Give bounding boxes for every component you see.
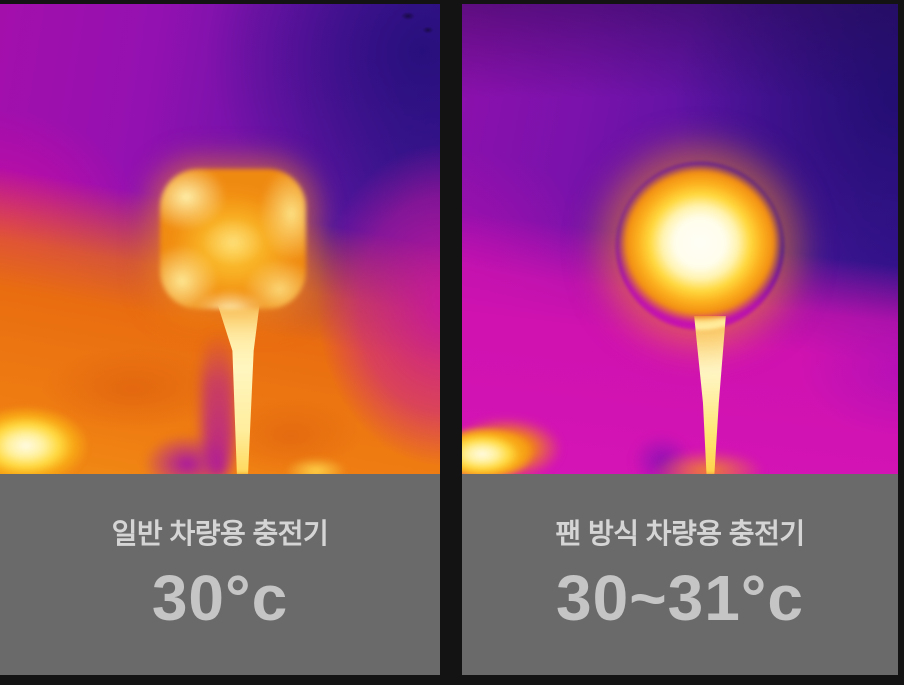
temperature-reading: 30°c xyxy=(151,562,289,635)
thermal-image-standard-charger xyxy=(0,4,440,474)
hot-spot-stand-base xyxy=(285,457,347,474)
caption-fan-charger: 팬 방식 차량용 충전기 30~31°c xyxy=(462,474,898,675)
cool-patch-bottom xyxy=(143,434,231,474)
panel-standard-charger: 일반 차량용 충전기 30°c xyxy=(0,0,440,685)
charger-type-label: 팬 방식 차량용 충전기 xyxy=(555,518,805,549)
thermal-image-fan-charger xyxy=(462,4,898,474)
charger-type-label: 일반 차량용 충전기 xyxy=(111,518,329,549)
charger-heat-blob xyxy=(160,169,306,309)
charger-heat-blob xyxy=(616,162,784,330)
temperature-reading: 30~31°c xyxy=(556,562,804,635)
panel-fan-charger: 팬 방식 차량용 충전기 30~31°c xyxy=(462,0,898,685)
caption-standard-charger: 일반 차량용 충전기 30°c xyxy=(0,474,440,675)
